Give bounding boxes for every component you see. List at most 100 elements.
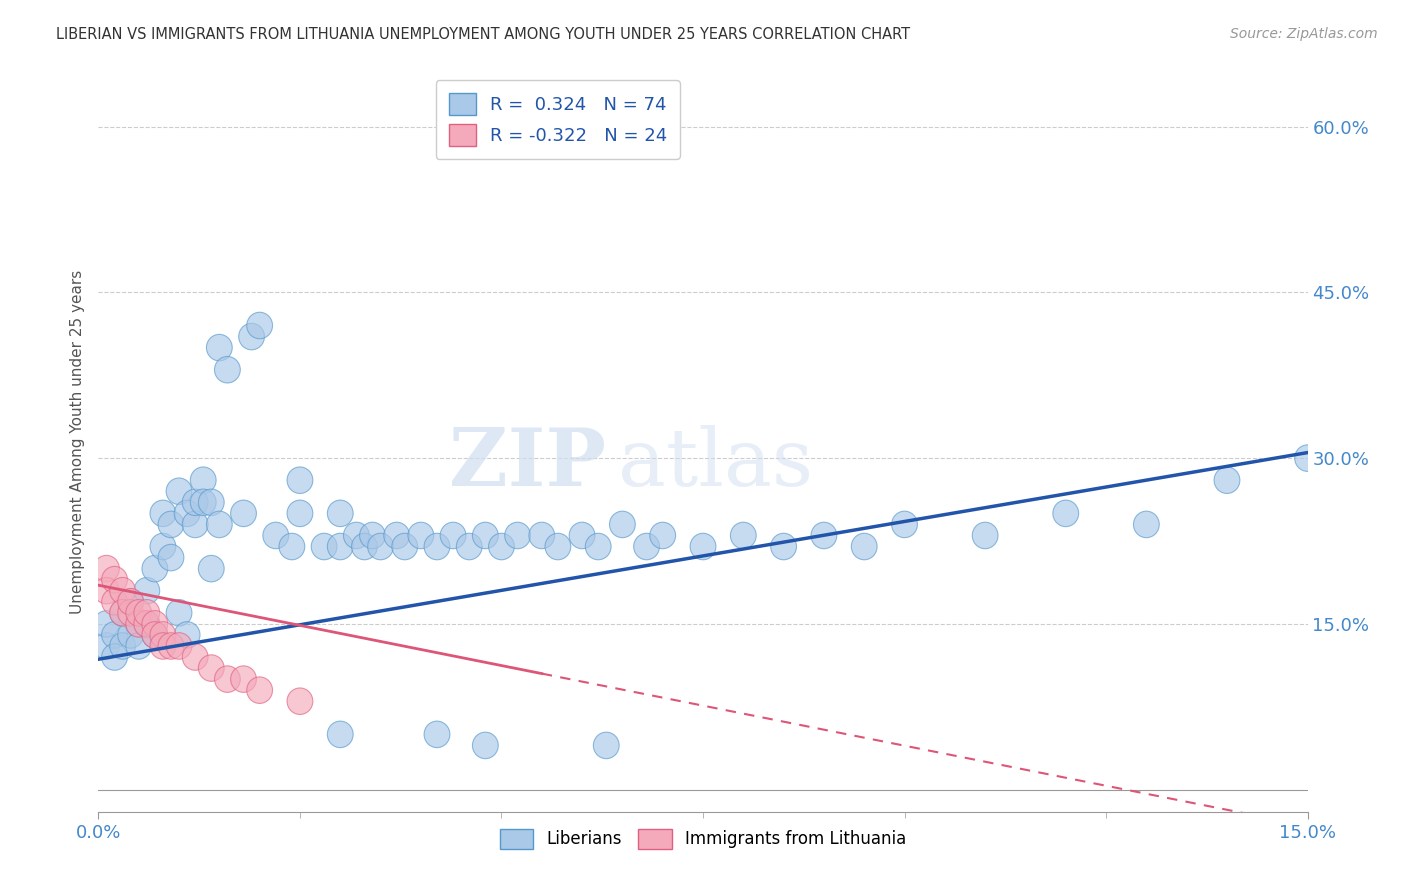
Ellipse shape xyxy=(183,511,208,538)
Ellipse shape xyxy=(101,566,128,593)
Ellipse shape xyxy=(770,533,797,560)
Ellipse shape xyxy=(110,577,135,604)
Ellipse shape xyxy=(593,732,619,759)
Ellipse shape xyxy=(472,732,498,759)
Ellipse shape xyxy=(246,677,273,704)
Text: Source: ZipAtlas.com: Source: ZipAtlas.com xyxy=(1230,27,1378,41)
Ellipse shape xyxy=(569,522,595,549)
Ellipse shape xyxy=(408,522,434,549)
Ellipse shape xyxy=(457,533,482,560)
Ellipse shape xyxy=(150,533,176,560)
Ellipse shape xyxy=(125,632,152,659)
Ellipse shape xyxy=(440,522,465,549)
Ellipse shape xyxy=(125,599,152,626)
Ellipse shape xyxy=(546,533,571,560)
Ellipse shape xyxy=(690,533,716,560)
Ellipse shape xyxy=(134,577,160,604)
Ellipse shape xyxy=(609,511,636,538)
Ellipse shape xyxy=(183,644,208,670)
Ellipse shape xyxy=(851,533,877,560)
Ellipse shape xyxy=(246,312,273,339)
Ellipse shape xyxy=(207,334,232,361)
Ellipse shape xyxy=(198,556,224,582)
Ellipse shape xyxy=(328,533,353,560)
Legend: R =  0.324   N = 74, R = -0.322   N = 24: R = 0.324 N = 74, R = -0.322 N = 24 xyxy=(436,80,681,159)
Ellipse shape xyxy=(231,665,256,692)
Ellipse shape xyxy=(505,522,530,549)
Ellipse shape xyxy=(360,522,385,549)
Ellipse shape xyxy=(198,489,224,516)
Ellipse shape xyxy=(215,665,240,692)
Ellipse shape xyxy=(125,611,152,637)
Ellipse shape xyxy=(101,644,128,670)
Ellipse shape xyxy=(425,721,450,747)
Ellipse shape xyxy=(118,589,143,615)
Ellipse shape xyxy=(1295,445,1320,471)
Ellipse shape xyxy=(142,556,167,582)
Ellipse shape xyxy=(110,599,135,626)
Ellipse shape xyxy=(585,533,612,560)
Ellipse shape xyxy=(311,533,337,560)
Ellipse shape xyxy=(488,533,515,560)
Ellipse shape xyxy=(278,533,305,560)
Ellipse shape xyxy=(134,611,160,637)
Ellipse shape xyxy=(972,522,998,549)
Ellipse shape xyxy=(125,611,152,637)
Ellipse shape xyxy=(287,500,314,526)
Ellipse shape xyxy=(472,522,498,549)
Ellipse shape xyxy=(198,655,224,681)
Text: LIBERIAN VS IMMIGRANTS FROM LITHUANIA UNEMPLOYMENT AMONG YOUTH UNDER 25 YEARS CO: LIBERIAN VS IMMIGRANTS FROM LITHUANIA UN… xyxy=(56,27,910,42)
Ellipse shape xyxy=(101,622,128,648)
Ellipse shape xyxy=(174,500,200,526)
Ellipse shape xyxy=(118,622,143,648)
Ellipse shape xyxy=(425,533,450,560)
Ellipse shape xyxy=(328,500,353,526)
Ellipse shape xyxy=(150,632,176,659)
Text: ZIP: ZIP xyxy=(450,425,606,503)
Ellipse shape xyxy=(634,533,659,560)
Ellipse shape xyxy=(134,599,160,626)
Ellipse shape xyxy=(367,533,394,560)
Ellipse shape xyxy=(328,721,353,747)
Ellipse shape xyxy=(287,688,314,714)
Ellipse shape xyxy=(94,577,120,604)
Ellipse shape xyxy=(1213,467,1240,493)
Ellipse shape xyxy=(650,522,676,549)
Ellipse shape xyxy=(183,489,208,516)
Ellipse shape xyxy=(150,500,176,526)
Ellipse shape xyxy=(142,622,167,648)
Ellipse shape xyxy=(174,622,200,648)
Ellipse shape xyxy=(392,533,418,560)
Y-axis label: Unemployment Among Youth under 25 years: Unemployment Among Youth under 25 years xyxy=(69,269,84,614)
Ellipse shape xyxy=(730,522,756,549)
Ellipse shape xyxy=(891,511,918,538)
Ellipse shape xyxy=(384,522,409,549)
Ellipse shape xyxy=(110,599,135,626)
Ellipse shape xyxy=(529,522,555,549)
Ellipse shape xyxy=(166,478,193,505)
Ellipse shape xyxy=(166,632,193,659)
Ellipse shape xyxy=(101,589,128,615)
Ellipse shape xyxy=(352,533,377,560)
Ellipse shape xyxy=(157,632,184,659)
Ellipse shape xyxy=(343,522,370,549)
Ellipse shape xyxy=(811,522,837,549)
Ellipse shape xyxy=(239,323,264,350)
Ellipse shape xyxy=(134,611,160,637)
Ellipse shape xyxy=(207,511,232,538)
Ellipse shape xyxy=(287,467,314,493)
Ellipse shape xyxy=(190,489,217,516)
Ellipse shape xyxy=(215,357,240,383)
Ellipse shape xyxy=(157,544,184,571)
Ellipse shape xyxy=(166,599,193,626)
Ellipse shape xyxy=(110,632,135,659)
Text: atlas: atlas xyxy=(619,425,814,503)
Ellipse shape xyxy=(94,632,120,659)
Ellipse shape xyxy=(1133,511,1160,538)
Ellipse shape xyxy=(150,622,176,648)
Ellipse shape xyxy=(231,500,256,526)
Ellipse shape xyxy=(142,611,167,637)
Ellipse shape xyxy=(263,522,288,549)
Ellipse shape xyxy=(142,622,167,648)
Ellipse shape xyxy=(118,599,143,626)
